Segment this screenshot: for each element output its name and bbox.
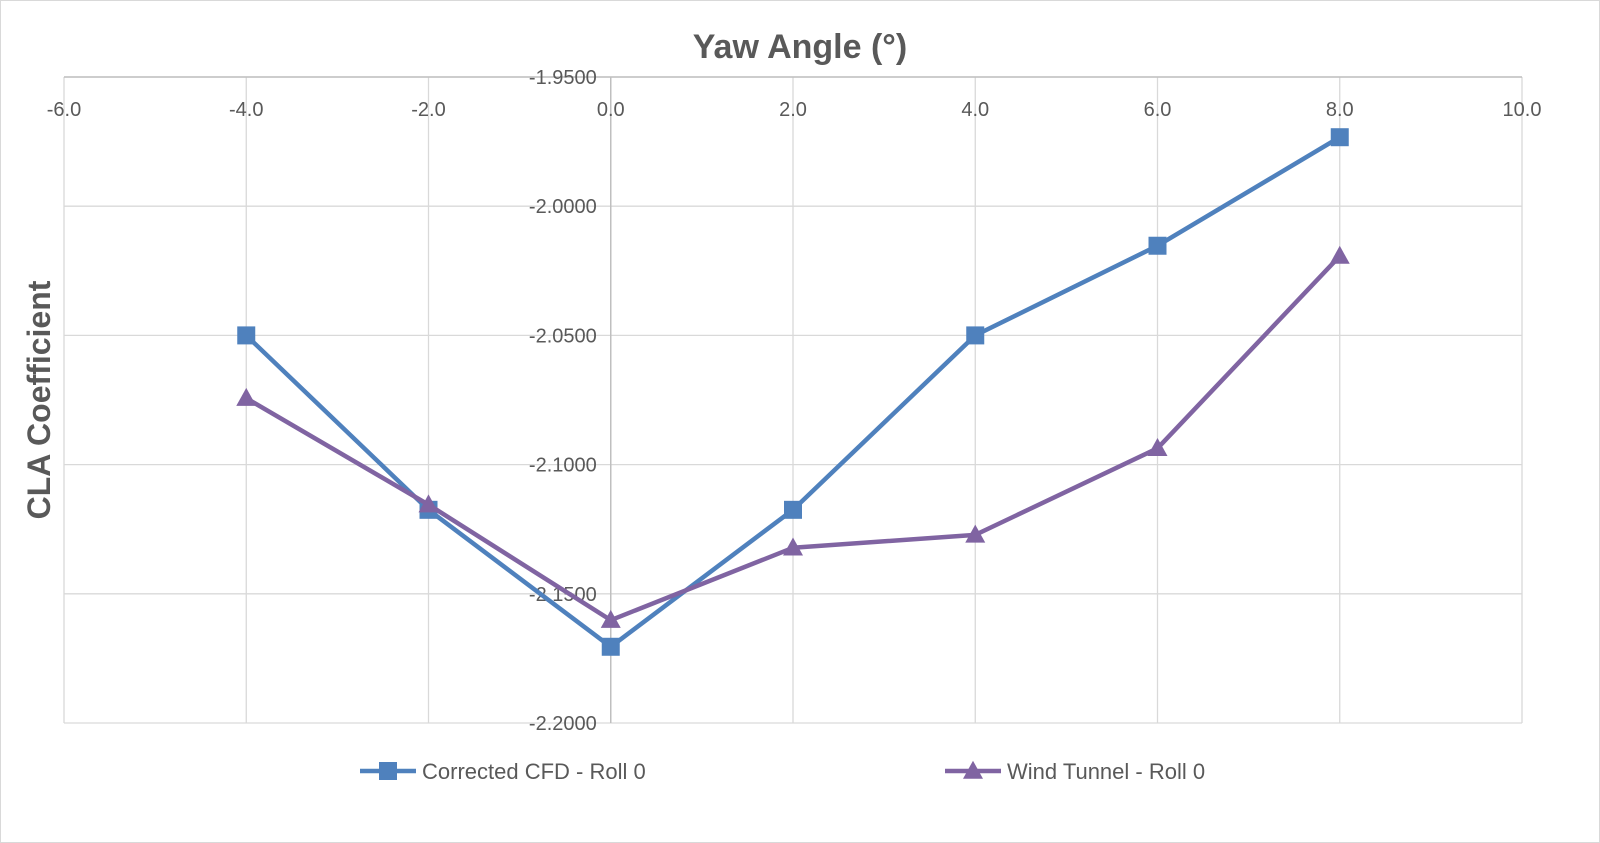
y-tick-label: -2.0000 xyxy=(529,196,597,218)
legend-marker xyxy=(379,762,397,780)
data-point xyxy=(237,326,256,345)
x-tick-label: 4.0 xyxy=(961,99,989,121)
data-point xyxy=(1329,245,1350,264)
x-tick-label: -6.0 xyxy=(47,99,81,121)
y-tick-label: -2.2000 xyxy=(529,713,597,735)
data-point xyxy=(600,609,621,628)
data-point xyxy=(1148,236,1167,255)
data-point xyxy=(1330,128,1349,147)
x-tick-label: 0.0 xyxy=(597,99,625,121)
series xyxy=(236,128,1350,656)
chart-title: Yaw Angle (°) xyxy=(693,28,907,66)
y-axis-label: CLA Coefficient xyxy=(21,280,57,519)
legend: Corrected CFD - Roll 0 Wind Tunnel - Roll… xyxy=(360,759,1205,784)
data-point xyxy=(784,500,802,519)
x-tick-label: -4.0 xyxy=(229,99,263,121)
x-tick-label: 2.0 xyxy=(779,99,807,121)
data-point xyxy=(236,387,257,406)
x-tick-label: 6.0 xyxy=(1144,99,1172,121)
legend-label: Wind Tunnel - Roll 0 xyxy=(1007,759,1205,784)
data-point xyxy=(966,326,985,345)
legend-item: Wind Tunnel - Roll 0 xyxy=(945,759,1205,784)
data-point xyxy=(783,537,803,556)
y-tick-label: -2.0500 xyxy=(529,325,597,347)
gridlines xyxy=(63,76,1523,724)
data-point xyxy=(965,524,986,543)
x-tick-label: 8.0 xyxy=(1326,99,1354,121)
data-point xyxy=(1147,438,1168,457)
series-2 xyxy=(236,245,1350,628)
legend-label: Corrected CFD - Roll 0 xyxy=(422,759,646,784)
tick-labels: -6.0 -4.0 -2.0 0.0 2.0 4.0 6.0 8.0 10.0 -1.9500 -2… xyxy=(47,67,1542,735)
y-tick-label: -1.9500 xyxy=(529,67,597,89)
x-tick-label: 10.0 xyxy=(1503,99,1542,121)
data-point xyxy=(418,494,439,513)
y-tick-label: -2.1000 xyxy=(529,455,597,477)
legend-item: Corrected CFD - Roll 0 xyxy=(360,759,646,784)
legend-marker xyxy=(963,760,983,779)
x-tick-label: -2.0 xyxy=(411,99,445,121)
data-point xyxy=(601,637,620,656)
